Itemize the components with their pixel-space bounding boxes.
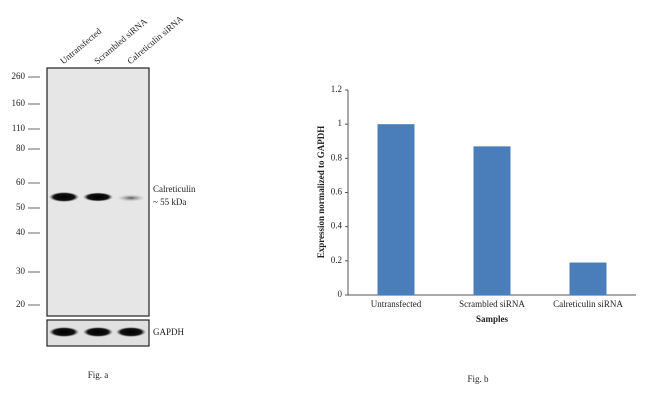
bar [473,146,511,295]
band-size: ~ 55 kDa [153,197,186,207]
x-tick-label: Calreticulin siRNA [553,299,623,309]
marker-label: 260 [12,71,26,81]
y-tick-label: 0 [338,289,343,299]
western-blot: Calreticulin ~ 55 kDa GAPDH Fig. a Untra… [12,13,196,380]
x-axis-label: Samples [476,314,509,324]
caption: Fig. a [88,370,109,380]
y-tick-label: 0.2 [331,255,342,265]
y-tick-label: 0.6 [331,187,343,197]
bar [569,262,607,295]
band [83,327,113,337]
loading-control-label: GAPDH [153,327,185,337]
x-tick-label: Scrambled siRNA [459,299,525,309]
y-tick-label: 1 [338,118,343,128]
band [117,194,145,202]
band [49,192,79,202]
x-tick-label: Untransfected [371,299,422,309]
bar [377,124,415,296]
band-label: Calreticulin [153,184,196,194]
band [49,327,79,337]
y-tick-label: 0.8 [331,152,343,162]
y-axis-label: Expression normalized to GAPDH [316,126,326,259]
marker-label: 60 [16,177,26,187]
marker-label: 160 [12,98,26,108]
marker-label: 40 [16,227,26,237]
marker-label: 30 [16,266,26,276]
marker-label: 50 [16,202,26,212]
marker-label: 20 [16,299,26,309]
blot-membrane [46,67,150,317]
lane-label: Calreticulin siRNA [125,13,185,66]
caption: Fig. b [467,374,489,384]
band [83,192,113,202]
marker-label: 80 [16,143,26,153]
marker-label: 110 [12,123,26,133]
band [116,327,146,337]
lane-label: Scrambled siRNA [92,16,149,66]
y-tick-label: 0.4 [331,221,343,231]
bar-chart: Fig. b Samples Expression normalized to … [316,84,636,384]
y-tick-label: 1.2 [331,84,342,94]
